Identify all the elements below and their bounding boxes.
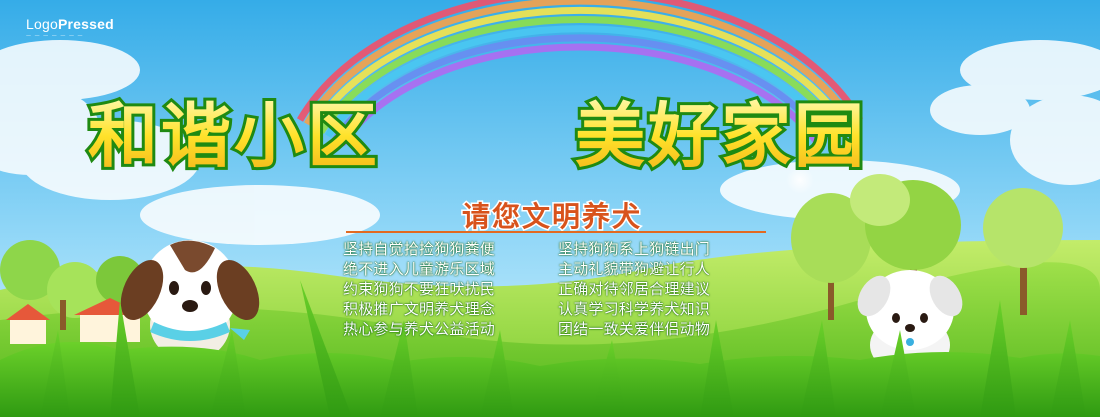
rule-item: 坚持自觉拾捡狗狗粪便 [343,240,496,258]
logo-text: LogoPressed [26,16,146,32]
rule-item: 坚持狗狗系上狗链出门 [558,240,711,258]
right-trees [791,174,1063,320]
logo-text-b: Pressed [57,16,114,32]
rule-item: 主动礼貌带狗避让行人 [558,260,711,278]
rule-item: 团结一致关爱伴侣动物 [558,320,711,338]
left-trees [0,240,144,330]
rule-item: 认真学习科学养犬知识 [558,300,711,318]
rules-list: 坚持自觉拾捡狗狗粪便 坚持狗狗系上狗链出门 绝不进入儿童游乐区域 主动礼貌带狗避… [343,238,773,338]
logo: LogoPressed — — — — — — — [26,16,146,44]
subtitle: 请您文明养犬 [460,199,642,235]
dog-left [120,240,260,361]
subtitle-divider [346,231,766,233]
rule-item: 约束狗狗不要狂吠扰民 [343,280,496,298]
title-left: 和谐小区 [88,95,380,177]
subtitle-text: 请您文明养犬 [462,200,642,233]
title-right: 美好家园 [575,95,867,177]
foreground-grass [0,280,1100,417]
rule-item: 积极推广文明养犬理念 [343,300,496,318]
logo-text-a: Logo [26,16,58,32]
rule-item: 绝不进入儿童游乐区域 [343,260,496,278]
clouds [0,40,1100,245]
rule-item: 正确对待邻居合理建议 [558,280,711,298]
logo-subtext: — — — — — — — [26,33,84,39]
rainbow [296,0,864,146]
rule-item: 热心参与养犬公益活动 [343,320,496,338]
